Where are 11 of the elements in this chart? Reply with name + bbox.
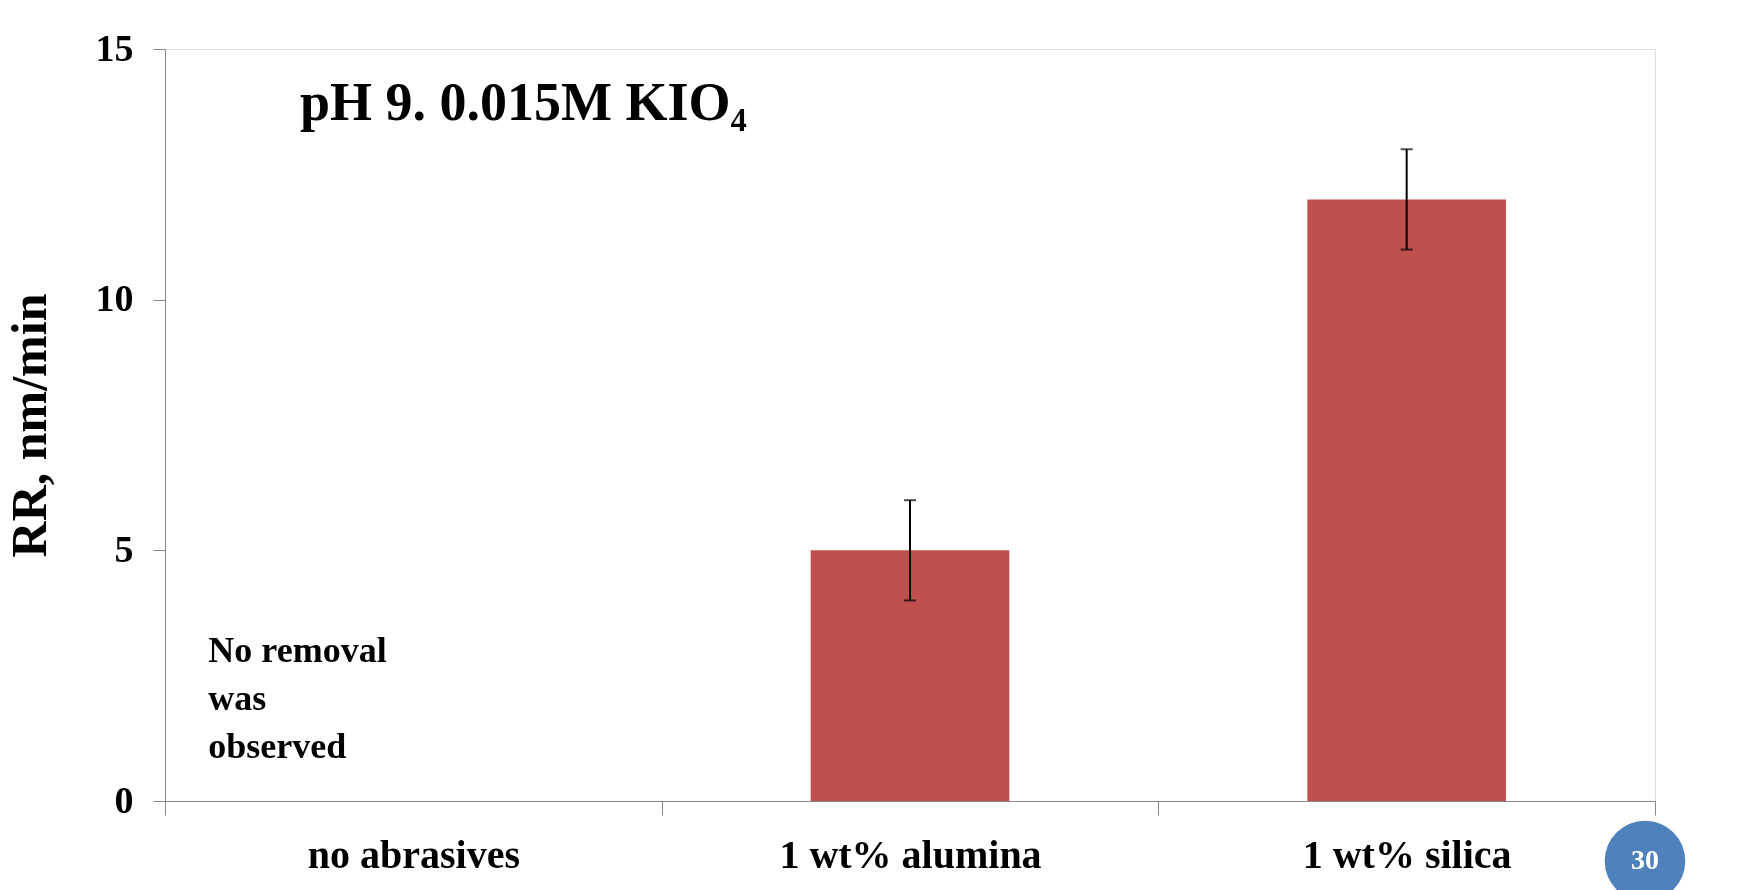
- y-tick-label: 5: [114, 527, 134, 570]
- y-tick-label: 10: [95, 277, 134, 320]
- chart-title: pH 9. 0.015M KIO₄: [300, 72, 747, 132]
- y-tick-label: 15: [95, 26, 134, 69]
- text: 30: [1631, 844, 1659, 875]
- x-tick-label: no abrasives: [307, 831, 520, 877]
- x-tick-label: 1 wt% silica: [1302, 831, 1512, 877]
- x-tick-label: 1 wt% alumina: [779, 831, 1042, 877]
- y-tick-label: 0: [114, 778, 134, 821]
- annotation: No removal was observed: [208, 630, 387, 766]
- y-axis-title: RR, nm/min: [0, 293, 57, 558]
